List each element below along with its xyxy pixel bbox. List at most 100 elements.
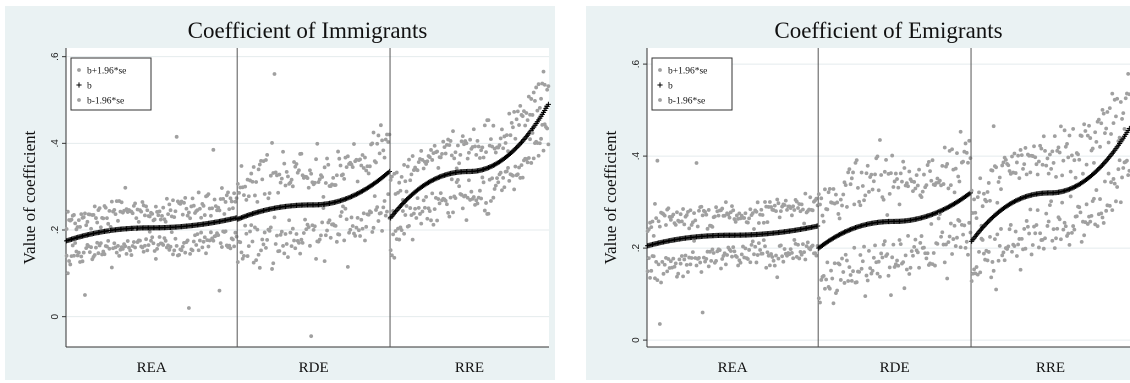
point-lower bbox=[765, 250, 770, 255]
point-lower bbox=[149, 238, 153, 243]
point-upper bbox=[857, 199, 862, 204]
point-upper bbox=[267, 191, 272, 196]
point-upper bbox=[112, 208, 117, 212]
point-lower bbox=[1002, 258, 1007, 263]
point-upper bbox=[253, 193, 257, 198]
point-upper bbox=[991, 124, 996, 129]
point-lower bbox=[376, 219, 381, 223]
point-upper bbox=[294, 162, 299, 166]
point-lower bbox=[124, 251, 129, 256]
point-upper bbox=[515, 109, 520, 114]
point-upper bbox=[775, 197, 780, 202]
point-lower bbox=[797, 256, 802, 261]
point-upper bbox=[1057, 150, 1062, 155]
point-lower bbox=[185, 238, 190, 243]
point-upper bbox=[210, 206, 215, 211]
point-lower bbox=[964, 239, 969, 244]
point-upper bbox=[509, 120, 514, 125]
point-upper bbox=[350, 165, 355, 170]
point-lower bbox=[990, 260, 995, 264]
point-upper bbox=[427, 155, 432, 160]
point-upper bbox=[1067, 133, 1072, 138]
point-lower bbox=[73, 241, 78, 245]
point-upper bbox=[107, 208, 112, 213]
point-lower bbox=[819, 278, 824, 282]
point-lower bbox=[1100, 215, 1105, 220]
point-upper bbox=[802, 221, 807, 226]
point-lower bbox=[710, 247, 715, 252]
point-lower bbox=[265, 237, 270, 242]
point-upper bbox=[878, 138, 882, 142]
point-lower bbox=[999, 227, 1003, 231]
point-upper bbox=[145, 208, 150, 213]
point-lower bbox=[173, 236, 178, 241]
point-b bbox=[351, 192, 357, 199]
point-upper bbox=[1014, 160, 1019, 165]
point-upper bbox=[655, 158, 660, 163]
point-upper bbox=[317, 177, 322, 182]
point-lower bbox=[216, 233, 221, 238]
point-lower bbox=[249, 223, 254, 228]
point-lower bbox=[700, 310, 705, 315]
point-lower bbox=[825, 260, 830, 265]
point-upper bbox=[684, 213, 689, 218]
point-lower bbox=[339, 210, 344, 214]
point-upper bbox=[246, 194, 251, 199]
point-lower bbox=[490, 176, 495, 181]
point-lower bbox=[298, 251, 303, 256]
point-upper bbox=[501, 146, 506, 151]
point-lower bbox=[282, 251, 287, 256]
point-lower bbox=[843, 252, 848, 257]
point-upper bbox=[858, 203, 863, 208]
point-upper bbox=[284, 170, 289, 174]
point-lower bbox=[1103, 179, 1107, 184]
point-lower bbox=[743, 246, 748, 251]
point-lower bbox=[233, 230, 238, 235]
point-upper bbox=[687, 226, 692, 231]
point-lower bbox=[860, 259, 865, 264]
point-lower bbox=[209, 230, 213, 235]
point-lower bbox=[347, 230, 351, 235]
point-upper bbox=[209, 213, 213, 218]
point-upper bbox=[251, 165, 256, 169]
point-lower bbox=[95, 240, 100, 245]
point-b bbox=[843, 228, 849, 235]
point-lower bbox=[1061, 227, 1066, 232]
point-lower bbox=[1115, 185, 1120, 189]
point-lower bbox=[649, 268, 654, 273]
point-upper bbox=[1109, 132, 1113, 136]
point-upper bbox=[376, 133, 381, 138]
point-lower bbox=[240, 256, 245, 261]
point-upper bbox=[419, 149, 424, 153]
point-b bbox=[545, 101, 551, 107]
point-upper bbox=[814, 196, 819, 201]
point-upper bbox=[79, 212, 84, 217]
point-upper bbox=[820, 213, 825, 218]
y-tick-label: 0 bbox=[50, 313, 61, 319]
point-lower bbox=[96, 251, 101, 256]
point-upper bbox=[958, 129, 963, 134]
point-lower bbox=[830, 276, 835, 281]
point-upper bbox=[882, 169, 887, 174]
point-lower bbox=[355, 215, 360, 220]
point-lower bbox=[1121, 166, 1126, 170]
point-upper bbox=[772, 203, 777, 208]
point-lower bbox=[1120, 175, 1124, 180]
point-upper bbox=[196, 190, 201, 195]
point-lower bbox=[147, 229, 152, 234]
point-upper bbox=[756, 221, 761, 225]
point-lower bbox=[246, 244, 251, 249]
point-upper bbox=[147, 214, 152, 219]
point-lower bbox=[1085, 222, 1090, 226]
point-lower bbox=[179, 248, 184, 253]
point-upper bbox=[64, 227, 69, 231]
point-lower bbox=[157, 235, 162, 239]
point-lower bbox=[235, 260, 240, 264]
point-upper bbox=[249, 171, 254, 176]
point-lower bbox=[312, 224, 317, 229]
point-upper bbox=[421, 166, 426, 171]
point-b bbox=[509, 149, 515, 155]
point-upper bbox=[481, 155, 486, 160]
point-lower bbox=[974, 265, 979, 269]
point-upper bbox=[803, 191, 808, 196]
